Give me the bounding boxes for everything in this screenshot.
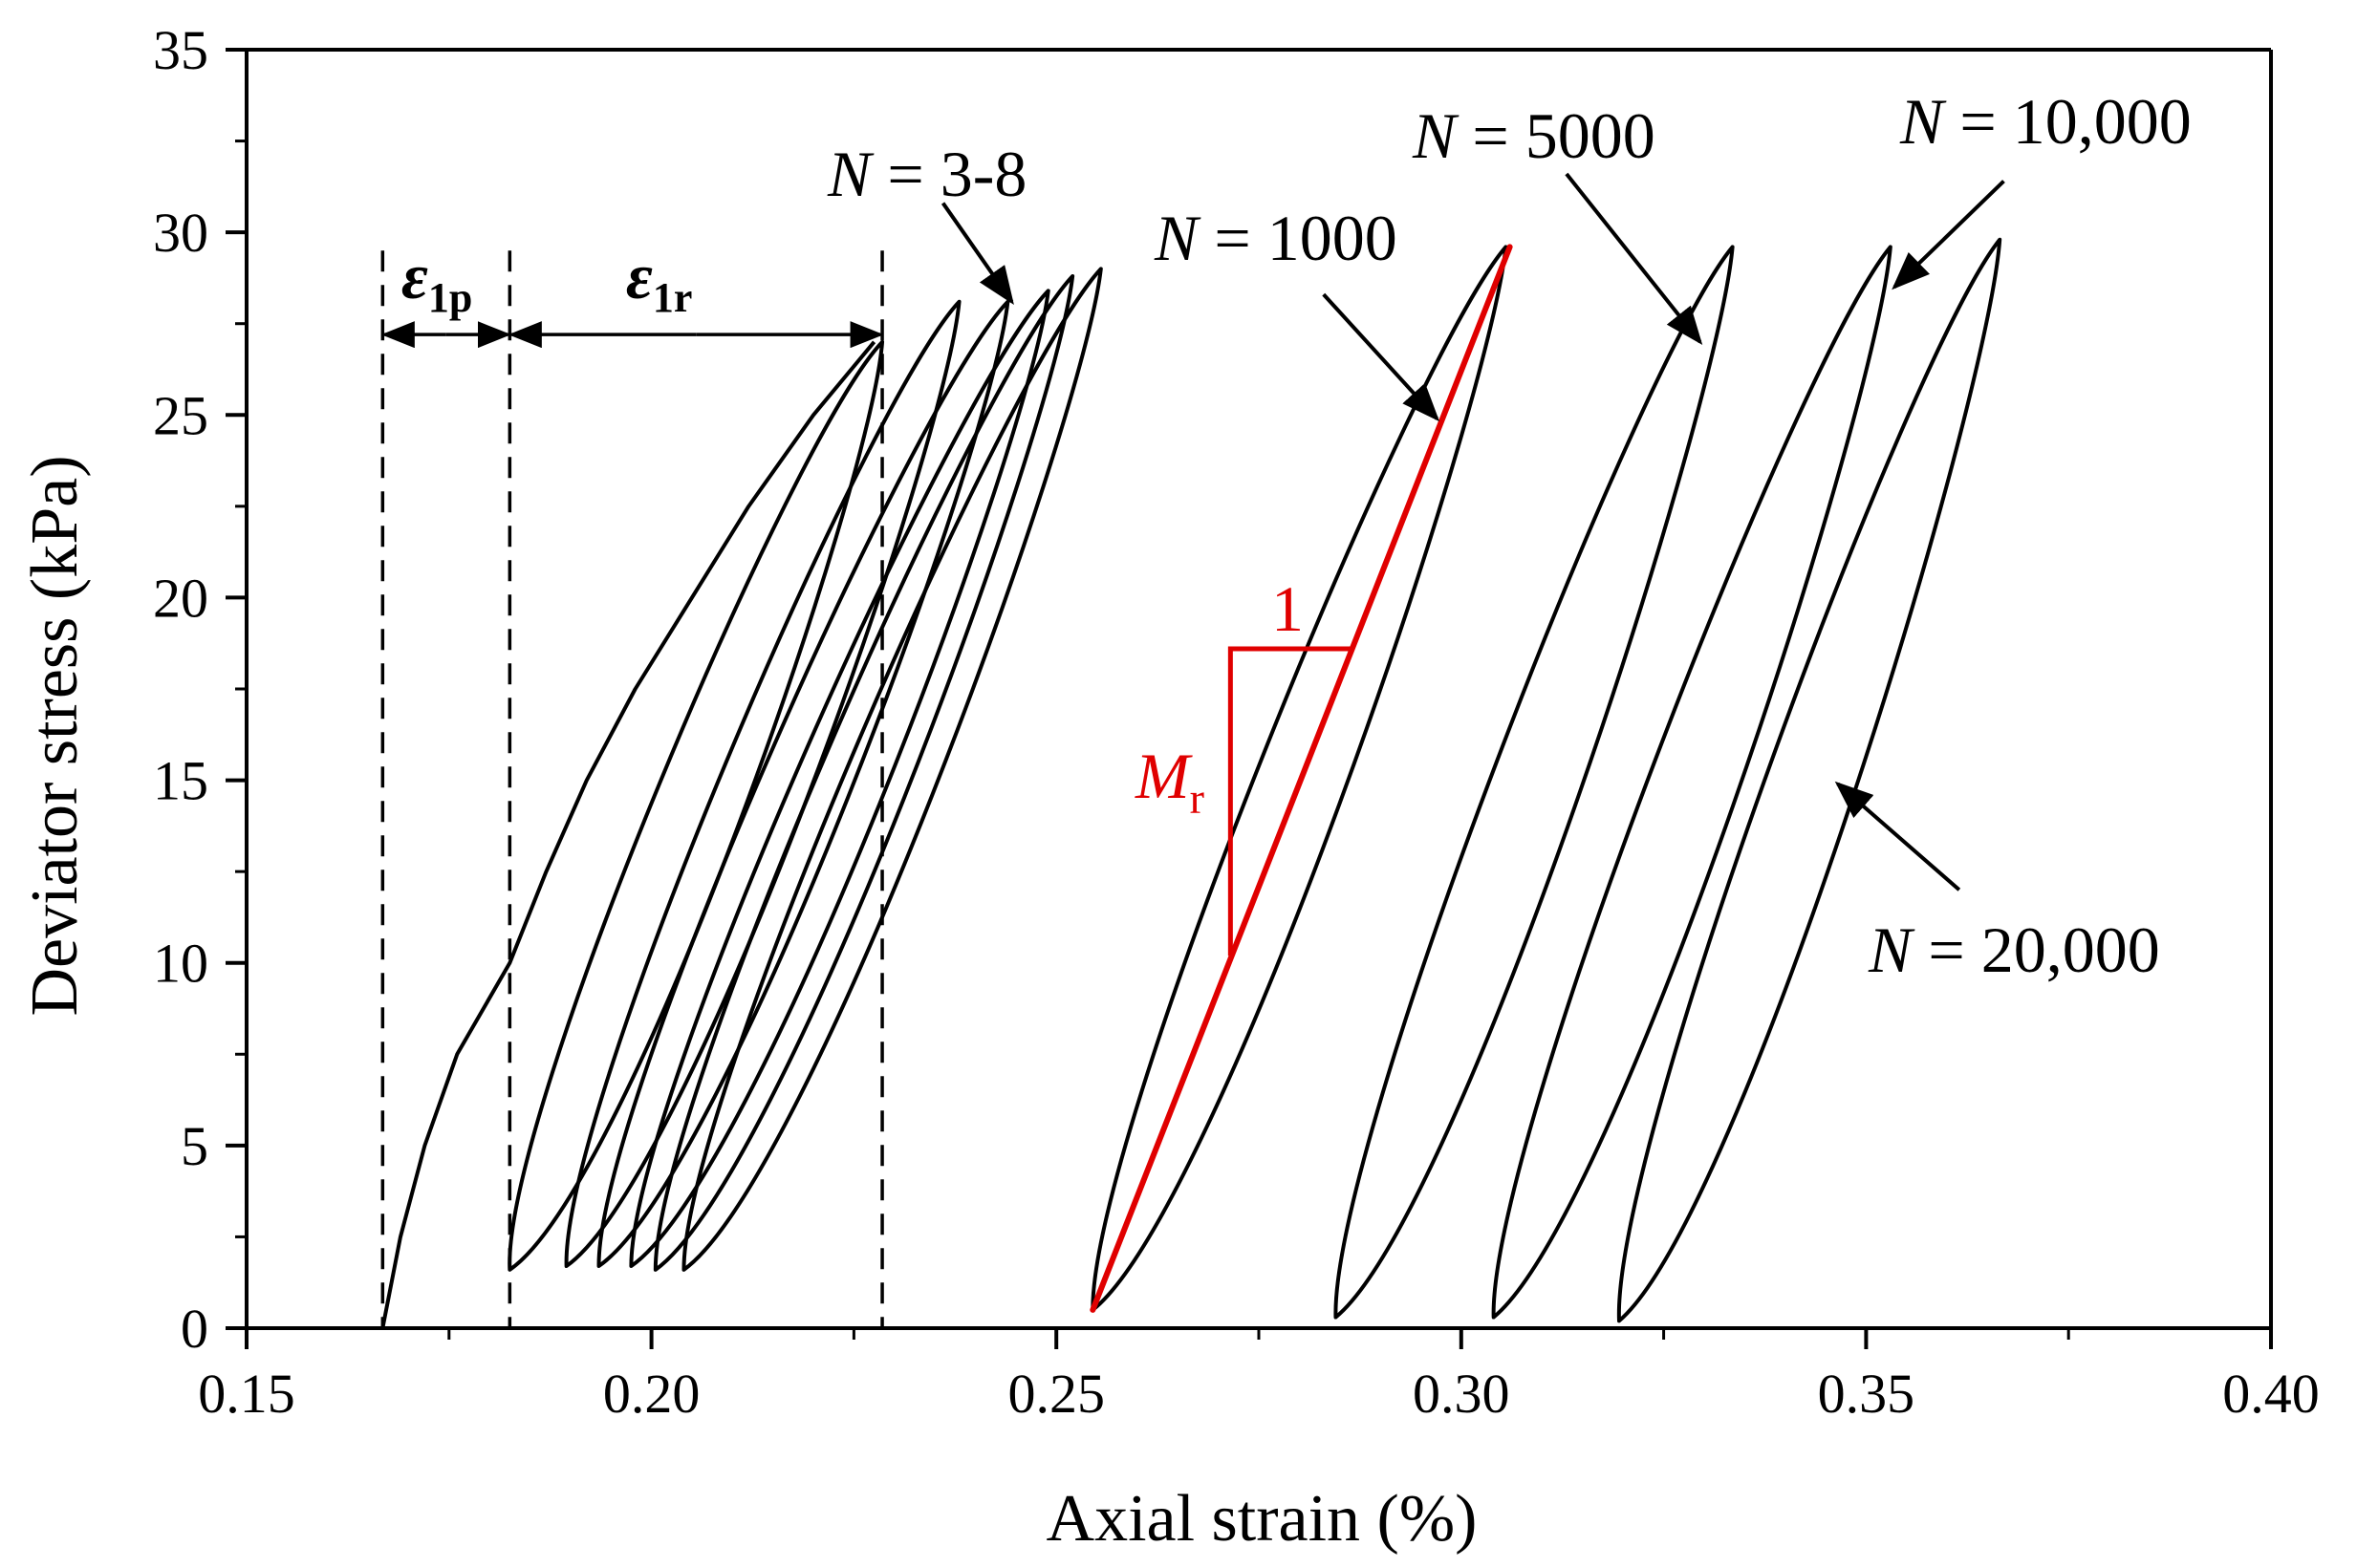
y-axis-title: Deviator stress (kPa) <box>18 455 92 1016</box>
label-n5000-rest: = 5000 <box>1456 99 1654 172</box>
y-tick-label: 25 <box>153 384 208 446</box>
y-axis-ticks: 0 5 10 15 20 25 30 35 <box>153 19 247 1360</box>
x-axis-ticks: 0.15 0.20 0.25 0.30 0.35 0.40 <box>198 1328 2320 1425</box>
label-n20000-main: N <box>1868 913 1915 986</box>
eps-1p-sub: 1p <box>428 274 472 321</box>
x-tick-label: 0.25 <box>1007 1363 1105 1425</box>
x-tick-label: 0.15 <box>198 1363 295 1425</box>
x-tick-label: 0.30 <box>1413 1363 1510 1425</box>
x-tick-label: 0.20 <box>603 1363 701 1425</box>
eps-1r-label: ε1r <box>626 240 692 321</box>
annotation-arrow-n20000 <box>1834 781 1961 891</box>
slope-run-label: 1 <box>1271 572 1304 645</box>
x-tick-label: 0.40 <box>2222 1363 2320 1425</box>
initial-loading-curve <box>380 340 876 1329</box>
label-n3-main: N <box>827 138 875 210</box>
eps-1p-main: ε <box>401 240 428 312</box>
hysteresis-loop <box>629 289 1050 1269</box>
x-axis-title: Axial strain (%) <box>1047 1482 1478 1556</box>
y-tick-label: 15 <box>153 750 208 812</box>
label-n10000-rest: = 10,000 <box>1943 85 2191 158</box>
label-n1000-main: N <box>1154 202 1201 274</box>
label-n1000: N = 1000 <box>1154 202 1397 274</box>
resilient-modulus-line <box>1090 244 1513 1313</box>
resilient-modulus-group <box>1090 244 1513 1313</box>
slope-triangle <box>1227 646 1352 956</box>
hysteresis-loop <box>1333 245 1735 1320</box>
label-n10000-main: N <box>1899 85 1947 158</box>
x-tick-label: 0.35 <box>1818 1363 1915 1425</box>
strain-markers <box>380 250 884 1328</box>
annotation-arrows <box>941 172 2005 891</box>
eps-1p-label: ε1p <box>401 240 472 321</box>
hysteresis-loop <box>1491 245 1892 1320</box>
label-n20000-rest: = 20,000 <box>1912 913 2159 986</box>
y-tick-label: 30 <box>153 202 208 264</box>
label-n1000-rest: = 1000 <box>1198 202 1396 274</box>
annotation-arrow-n1000 <box>1322 292 1440 422</box>
eps-1r-sub: 1r <box>653 274 693 321</box>
label-n5000: N = 5000 <box>1412 99 1655 172</box>
label-n3: N = 3-8 <box>827 138 1027 210</box>
label-n20000: N = 20,000 <box>1868 913 2160 986</box>
y-tick-label: 0 <box>181 1298 208 1360</box>
y-tick-label: 5 <box>181 1115 208 1177</box>
label-n3-rest: = 3-8 <box>871 138 1027 210</box>
y-tick-label: 35 <box>153 19 208 81</box>
hysteresis-loop <box>653 274 1075 1272</box>
annotation-arrow-n3 <box>941 202 1014 306</box>
hysteresis-loop <box>1616 237 2002 1323</box>
annotation-arrow-n5000 <box>1565 172 1703 345</box>
hysteresis-loop <box>564 299 962 1269</box>
slope-rise-sub: r <box>1190 774 1204 823</box>
hysteresis-loop <box>1091 245 1508 1312</box>
label-n5000-main: N <box>1412 99 1460 172</box>
eps-1r-main: ε <box>626 240 653 312</box>
annotation-arrow-n10000 <box>1892 180 2005 290</box>
slope-rise-label: Mr <box>1135 740 1204 823</box>
y-tick-label: 10 <box>153 933 208 995</box>
slope-rise-main: M <box>1135 740 1193 812</box>
hysteresis-loop <box>681 267 1103 1272</box>
y-tick-label: 20 <box>153 567 208 629</box>
label-n10000: N = 10,000 <box>1899 85 2192 158</box>
